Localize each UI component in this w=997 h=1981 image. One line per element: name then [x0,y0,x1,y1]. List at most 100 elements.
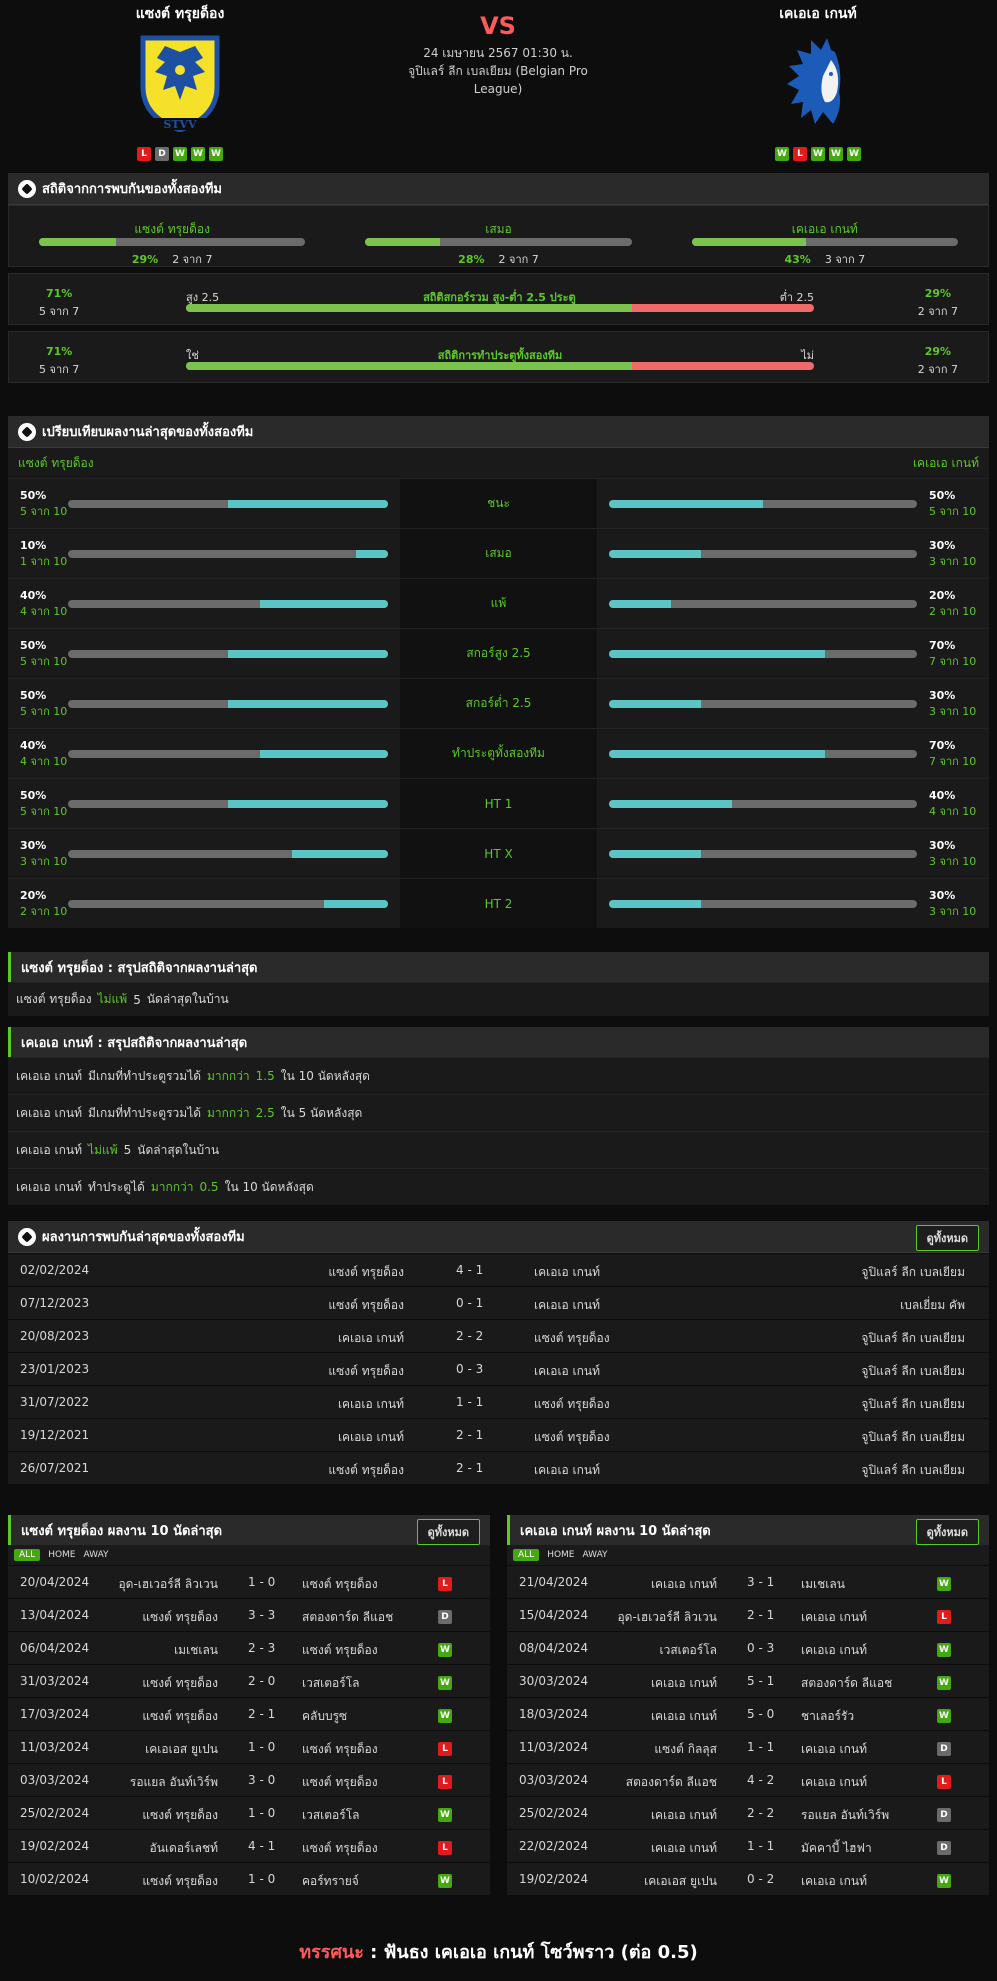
home-last10-rows: 20/04/2024 อุด-เฮเวอร์ลี ลิวเวน 1 - 0 แซงต์… [8,1565,490,1895]
compare-home-side: 50% 5 จาก 10 [8,779,400,828]
compare-row: 10% 1 จาก 10 เสมอ 30% 3 จาก 10 [8,528,989,578]
compare-away-values: 70% 7 จาก 10 [929,638,977,670]
result-score: 1 - 0 [248,1806,276,1820]
result-row[interactable]: 03/03/2024 สตองดาร์ด ลีแอช 4 - 2 เคเอเอ เกน… [507,1763,989,1796]
compare-label: เสมอ [400,529,597,578]
compare-away-bar [609,699,917,708]
result-row[interactable]: 18/03/2024 เคเอเอ เกนท์ 5 - 0 ชาเลอร์รัว W [507,1697,989,1730]
tab-away[interactable]: AWAY [582,1550,608,1560]
form-badge: W [209,147,223,161]
h2h-stats-header: สถิติจากการพบกันของทั้งสองทีม [8,173,989,205]
result-row[interactable]: 21/04/2024 เคเอเอ เกนท์ 3 - 1 เมเชเลน W [507,1565,989,1598]
result-row[interactable]: 30/03/2024 เคเอเอ เกนท์ 5 - 1 สตองดาร์ด ลีแ… [507,1664,989,1697]
result-row[interactable]: 06/04/2024 เมเชเลน 2 - 3 แซงต์ ทรุยด็อง W [8,1631,490,1664]
tab-away[interactable]: AWAY [83,1550,109,1560]
result-row[interactable]: 15/04/2024 อุด-เฮเวอร์ลี ลิวเวน 2 - 1 เคเอเ… [507,1598,989,1631]
result-date: 10/02/2024 [20,1872,90,1886]
compare-home-values: 40% 4 จาก 10 [20,588,68,620]
match-row[interactable]: 07/12/2023 แซงต์ ทรุยด็อง 0 - 1 เคเอเอ เกนท… [8,1286,989,1319]
compare-home-fill [228,799,388,808]
compare-row: 50% 5 จาก 10 สกอร์ต่ำ 2.5 30% 3 จาก 10 [8,678,989,728]
compare-home-side: 50% 5 จาก 10 [8,479,400,528]
compare-away-side: 30% 3 จาก 10 [597,679,989,728]
match-row[interactable]: 02/02/2024 แซงต์ ทรุยด็อง 4 - 1 เคเอเอ เกนท… [8,1253,989,1286]
result-row[interactable]: 17/03/2024 แซงต์ ทรุยด็อง 2 - 1 คลับบรูซ W [8,1697,490,1730]
result-badge: W [438,1808,452,1822]
compare-away-values: 20% 2 จาก 10 [929,588,977,620]
compare-home-fill [228,699,388,708]
result-row[interactable]: 08/04/2024 เวสเตอร์โล 0 - 3 เคเอเอ เกนท์ W [507,1631,989,1664]
match-away: เคเอเอ เกนท์ [534,1364,601,1378]
match-date: 31/07/2022 [20,1395,90,1409]
home-last10-section: แซงต์ ทรุยด็อง ผลงาน 10 นัดล่าสุด ดูทั้ง… [8,1515,490,1895]
compare-row: 40% 4 จาก 10 ทำประตูทั้งสองทีม 70% 7 จาก 10 [8,728,989,778]
match-score: 2 - 1 [456,1461,484,1475]
summary-team: เคเอเอ เกนท์ [16,1105,83,1120]
summary-value: 1.5 [255,1069,275,1083]
tab-all[interactable]: ALL [14,1549,41,1561]
verdict: ทรรศนะ : ฟันธง เคเอเอ เกนท์ โซว์พราว (ต่… [0,1937,997,1966]
soccer-ball-icon [18,1227,36,1246]
compare-away-pct: 50% [929,488,956,502]
compare-home-side: 10% 1 จาก 10 [8,529,400,578]
h2h-col-pct: 43% [784,253,811,266]
over-under-stat: 71% 5 จาก 7 สูง 2.5 สถิติสกอร์รวม สูง-ต่ำ … [8,273,989,325]
compare-home-bar [68,499,388,508]
h2h-col-label: แซงต์ ทรุยด็อง [134,222,210,236]
result-row[interactable]: 20/04/2024 อุด-เฮเวอร์ลี ลิวเวน 1 - 0 แซงต์… [8,1565,490,1598]
result-row[interactable]: 22/02/2024 เคเอเอ เกนท์ 1 - 1 มัคคาบี้ ไฮฟา… [507,1829,989,1862]
away-last10-header: เคเอเอ เกนท์ ผลงาน 10 นัดล่าสุด ดูทั้งหม… [507,1515,989,1545]
result-row[interactable]: 19/02/2024 อันเดอร์เลชท์ 4 - 1 แซงต์ ทรุยด็… [8,1829,490,1862]
btts-stat: 71% 5 จาก 7 ใช่ สถิติการทำประตูทั้งสองทีม ไ… [8,331,989,383]
match-row[interactable]: 19/12/2021 เคเอเอ เกนท์ 2 - 1 แซงต์ ทรุยด็อ… [8,1418,989,1451]
match-score: 2 - 1 [456,1428,484,1442]
match-row[interactable]: 20/08/2023 เคเอเอ เกนท์ 2 - 2 แซงต์ ทรุยด็อ… [8,1319,989,1352]
match-row[interactable]: 23/01/2023 แซงต์ ทรุยด็อง 0 - 3 เคเอเอ เกนท… [8,1352,989,1385]
result-row[interactable]: 31/03/2024 แซงต์ ทรุยด็อง 2 - 0 เวสเตอร์โล W [8,1664,490,1697]
result-row[interactable]: 11/03/2024 แซงต์ กิลลุส 1 - 1 เคเอเอ เกนท์ D [507,1730,989,1763]
result-row[interactable]: 25/02/2024 แซงต์ ทรุยด็อง 1 - 0 เวสเตอร์โล W [8,1796,490,1829]
view-all-button[interactable]: ดูทั้งหมด [416,1519,480,1545]
form-badge: L [793,147,807,161]
result-away: ชาเลอร์รัว [801,1709,855,1723]
result-date: 25/02/2024 [20,1806,90,1820]
result-badge: D [937,1808,951,1822]
result-row[interactable]: 25/02/2024 เคเอเอ เกนท์ 2 - 2 รอแยล อันท์เว… [507,1796,989,1829]
result-badge: W [438,1874,452,1888]
compare-home-fill [228,649,388,658]
view-all-button[interactable]: ดูทั้งหมด [915,1519,979,1545]
result-row[interactable]: 10/02/2024 แซงต์ ทรุยด็อง 1 - 0 คอร์ทรายจ์ W [8,1862,490,1895]
match-row[interactable]: 26/07/2021 แซงต์ ทรุยด็อง 2 - 1 เคเอเอ เกนท… [8,1451,989,1484]
compare-label: สกอร์สูง 2.5 [400,629,597,678]
result-date: 03/03/2024 [20,1773,90,1787]
match-home: แซงต์ ทรุยด็อง [328,1364,404,1378]
home-last10-tabs: ALL HOME AWAY [8,1545,490,1565]
compare-home-pct: 30% [20,838,47,852]
btts-right-label: ไม่ [801,349,814,362]
compare-home-side: 50% 5 จาก 10 [8,629,400,678]
compare-home-pct: 10% [20,538,47,552]
summary-text: ทำประตูได้ [88,1179,145,1194]
result-row[interactable]: 11/03/2024 เคเอเอส ยูเปน 1 - 0 แซงต์ ทรุยด็… [8,1730,490,1763]
compare-away-count: 3 จาก 10 [929,854,977,868]
compare-row: 50% 5 จาก 10 HT 1 40% 4 จาก 10 [8,778,989,828]
match-row[interactable]: 31/07/2022 เคเอเอ เกนท์ 1 - 1 แซงต์ ทรุยด็อ… [8,1385,989,1418]
tab-home[interactable]: HOME [547,1550,575,1560]
result-row[interactable]: 13/04/2024 แซงต์ ทรุยด็อง 3 - 3 สตองดาร์ด ล… [8,1598,490,1631]
match-info: VS 24 เมษายน 2567 01:30 น. จูปิแลร์ ลีก … [398,8,598,98]
summary-row: เคเอเอ เกนท์ มีเกมที่ทำประตูรวมได้ มากกว… [8,1057,989,1094]
tab-home[interactable]: HOME [48,1550,76,1560]
result-row[interactable]: 19/02/2024 เคเอเอส ยูเปน 0 - 2 เคเอเอ เกนท์… [507,1862,989,1895]
stvv-logo-icon: STVV [140,35,220,133]
summary-team: เคเอเอ เกนท์ [16,1142,83,1157]
tab-all[interactable]: ALL [513,1549,540,1561]
compare-home-bar [68,599,388,608]
compare-away-fill [609,899,702,908]
view-all-button[interactable]: ดูทั้งหมด [915,1225,979,1251]
result-badge: D [937,1841,951,1855]
compare-home-bar [68,649,388,658]
result-row[interactable]: 03/03/2024 รอแยล อันท์เวิร์พ 3 - 0 แซงต์ ทร… [8,1763,490,1796]
compare-away-bar [609,649,917,658]
